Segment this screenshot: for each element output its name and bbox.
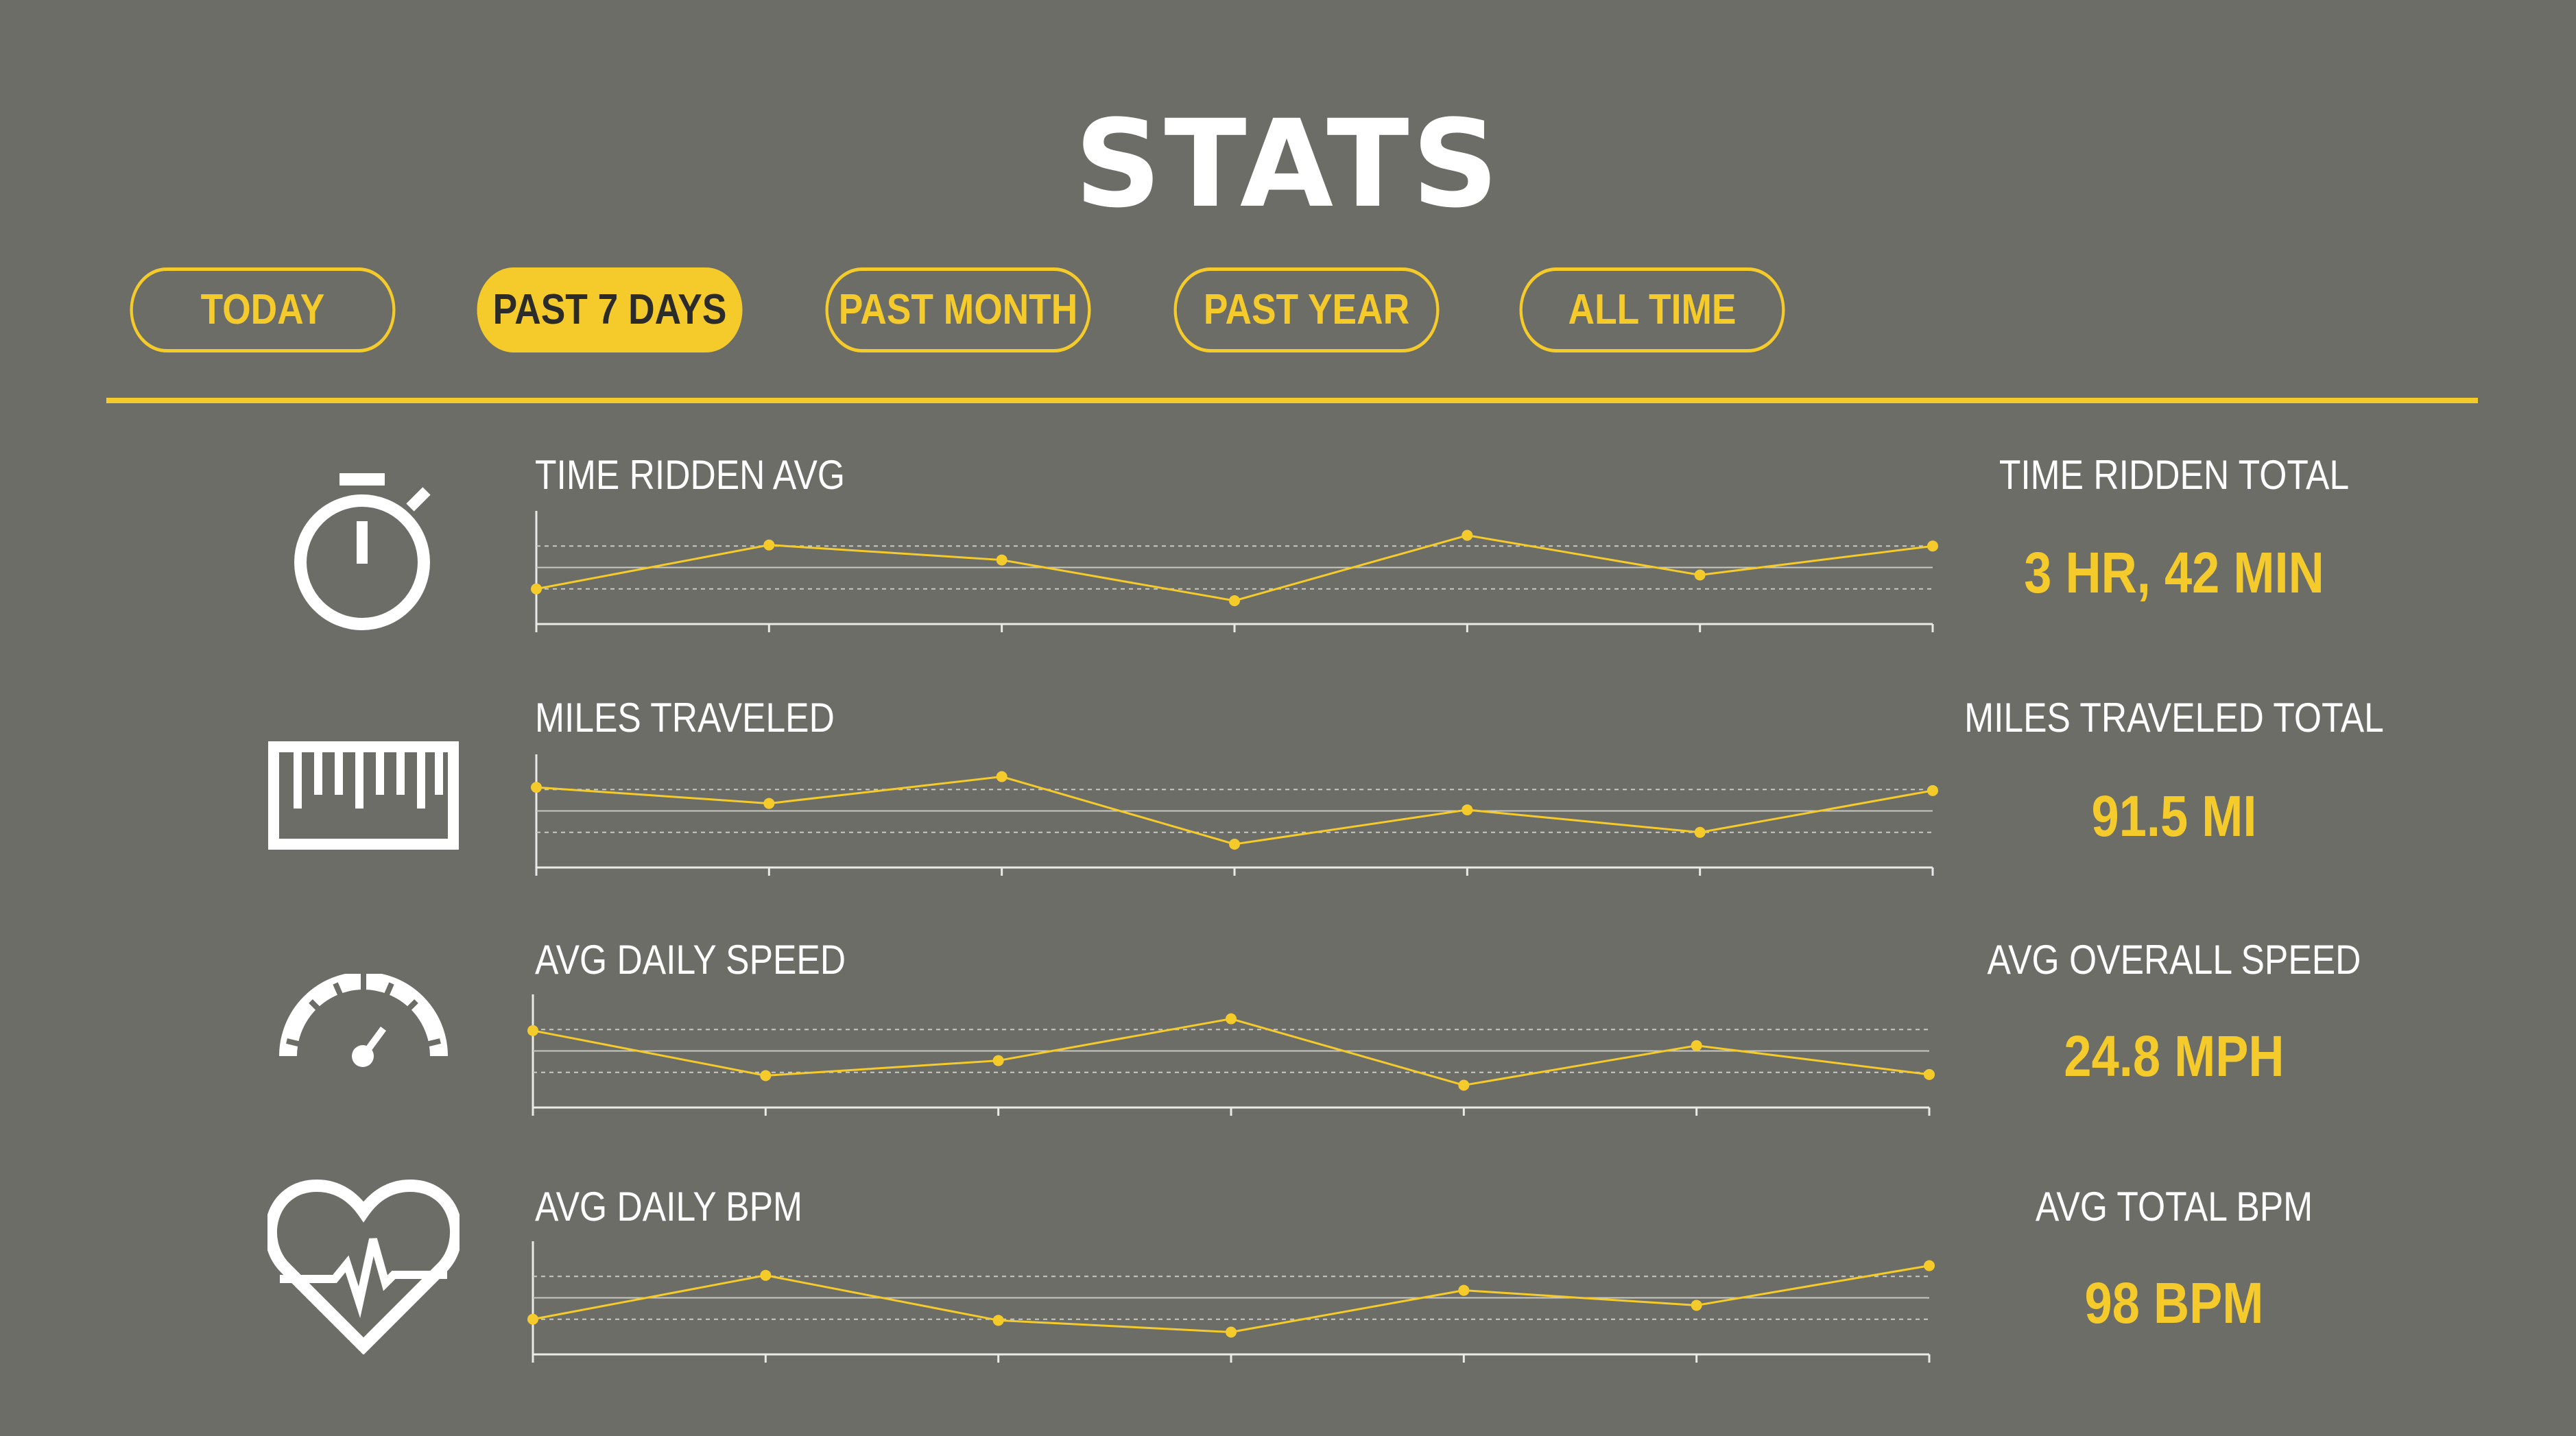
chart-label-bpm: AVG DAILY BPM [535,1184,803,1230]
speedometer-icon [278,972,449,1080]
chart-series-line [532,1265,1930,1334]
tab-today[interactable]: TODAY [130,267,396,352]
chart-series-line [532,1018,1930,1087]
chart-point [992,1055,1004,1066]
chart-point [992,1315,1004,1326]
total-label-miles: MILES TRAVELED TOTAL [1964,695,2384,741]
stopwatch-icon [274,466,453,648]
chart-label-miles: MILES TRAVELED [535,695,835,741]
chart-point [1924,1260,1935,1271]
chart-avg-daily-bpm [527,1241,1935,1363]
chart-point [996,554,1007,566]
chart-point [1226,1013,1237,1025]
total-value-bpm: 98 BPM [2084,1271,2264,1335]
chart-point [1691,1040,1702,1051]
chart-point [760,1070,772,1081]
chart-point [1694,826,1706,838]
chart-point [1229,595,1240,606]
chart-avg-daily-speed [527,994,1935,1116]
ruler-icon [267,741,460,854]
tab-past-year[interactable]: PAST YEAR [1173,267,1440,352]
chart-point [1458,1284,1470,1296]
chart-point [1927,785,1938,796]
chart-point [527,1025,538,1036]
chart-point [531,583,542,595]
chart-point [760,1269,772,1281]
chart-miles-traveled [531,754,1938,876]
chart-point [763,539,775,551]
chart-point [1927,540,1938,552]
tab-past-month[interactable]: PAST MONTH [825,267,1091,352]
total-label-bpm: AVG TOTAL BPM [2035,1184,2313,1230]
total-value-miles: 91.5 MI [2091,784,2257,848]
chart-point [1691,1300,1702,1311]
total-label-time-ridden: TIME RIDDEN TOTAL [1999,452,2350,498]
chart-point [1226,1326,1237,1338]
tab-all-time[interactable]: ALL TIME [1519,267,1785,352]
chart-point [1229,838,1240,850]
chart-time-ridden-avg [531,511,1938,632]
total-value-time-ridden: 3 HR, 42 MIN [2024,540,2324,605]
chart-label-speed: AVG DAILY SPEED [535,937,846,983]
heart-rate-icon [265,1176,462,1358]
chart-point [1462,804,1473,815]
chart-point [1924,1068,1935,1080]
total-label-speed: AVG OVERALL SPEED [1987,937,2361,983]
chart-point [996,771,1007,782]
page-title: STATS [1074,94,1502,235]
chart-point [1458,1079,1470,1091]
chart-point [531,782,542,793]
chart-point [763,798,775,809]
chart-label-time-ridden: TIME RIDDEN AVG [535,452,846,498]
chart-point [1462,529,1473,541]
total-value-speed: 24.8 MPH [2064,1024,2285,1088]
header-divider [106,398,2478,403]
chart-point [1694,569,1706,581]
chart-point [527,1313,538,1325]
tab-past-7-days[interactable]: PAST 7 DAYS [477,267,743,352]
